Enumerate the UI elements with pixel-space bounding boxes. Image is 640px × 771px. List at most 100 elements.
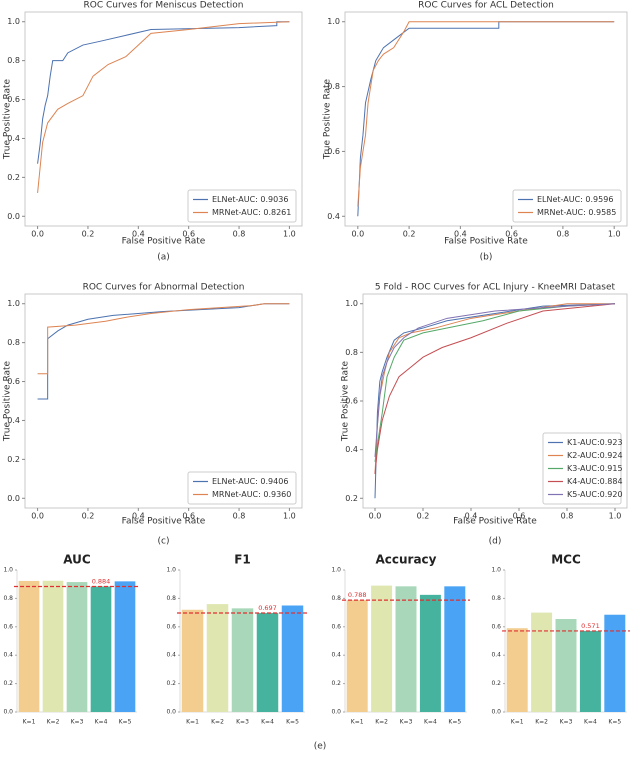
y-tick-label: 0.2 [491,680,501,687]
bar [506,628,528,712]
legend-box [542,432,622,505]
legend-label: ELNet-AUC: 0.9596 [537,195,613,204]
x-tick-label: 0.4 [132,230,145,239]
x-tick-label: 0.2 [403,230,416,239]
chart-title: ROC Curves for Abnormal Detection [83,283,245,293]
y-tick-label: 0.4 [331,652,341,659]
x-tick-label: 0.0 [369,512,382,521]
chart-title: 5 Fold - ROC Curves for ACL Injury - Kne… [375,283,616,293]
x-axis-label: False Positive Rate [453,517,537,527]
y-tick-label: 0.4 [7,416,20,425]
roc-curve [357,21,615,217]
x-tick-label: K=2 [211,719,224,726]
y-tick-label: 0.4 [3,652,13,659]
y-tick-label: 0.6 [7,377,20,386]
x-tick-label: 0.0 [31,512,44,521]
chart-title: ROC Curves for ACL Detection [418,1,554,11]
bar [18,580,40,712]
roc-curve [357,21,615,207]
chart-title: MCC [551,553,581,567]
legend-label: K2-AUC:0.924 [567,451,623,460]
y-tick-label: 1.0 [7,299,20,308]
y-tick-label: 0.6 [166,623,176,630]
y-tick-label: 0.8 [3,595,13,602]
x-tick-label: 0.4 [465,512,478,521]
y-tick-label: 0.4 [491,652,501,659]
reference-label: 0.697 [258,604,277,612]
x-tick-label: K=3 [400,719,413,726]
legend-label: ELNet-AUC: 0.9406 [212,477,288,486]
x-tick-label: 0.0 [31,230,44,239]
x-tick-label: 1.0 [608,230,621,239]
bar [281,605,304,712]
bar [181,609,204,712]
y-tick-label: 0.4 [327,212,340,221]
x-tick-label: 0.4 [132,512,145,521]
y-tick-label: 1.0 [345,299,358,308]
roc-curve [374,303,616,499]
bar [395,586,417,712]
x-tick-label: 0.2 [82,512,95,521]
y-tick-label: 0.2 [345,494,358,503]
legend-label: MRNet-AUC: 0.9585 [537,208,616,217]
y-tick-label: 0.0 [491,709,501,716]
y-tick-label: 0.8 [7,338,20,347]
x-axis-label: False Positive Rate [122,517,206,527]
bar [531,612,553,712]
x-tick-label: K=2 [47,719,60,726]
y-tick-label: 0.0 [3,709,13,716]
y-tick-label: 1.0 [491,567,501,574]
x-tick-label: 0.2 [82,230,95,239]
y-tick-label: 0.2 [166,680,176,687]
x-tick-label: 0.6 [182,512,195,521]
reference-label: 0.571 [581,622,600,630]
bar [371,585,393,712]
y-tick-label: 1.0 [331,567,341,574]
reference-label: 0.884 [92,577,111,585]
y-tick-label: 0.6 [327,147,340,156]
legend-label: MRNet-AUC: 0.8261 [212,208,291,217]
bar [419,594,441,712]
x-tick-label: 1.0 [283,512,296,521]
x-tick-label: 0.2 [417,512,430,521]
chart-title: F1 [234,553,251,567]
roc-curve [374,303,616,475]
x-tick-label: K=3 [71,719,84,726]
legend-box [187,189,297,223]
roc-curve [37,21,290,193]
roc-curve [37,21,290,164]
x-tick-label: K=4 [424,719,437,726]
y-tick-label: 0.4 [166,652,176,659]
x-tick-label: K=1 [511,719,524,726]
legend-label: K4-AUC:0.884 [567,477,623,486]
group-caption: (e) [314,742,327,752]
bar [555,618,577,712]
legend-box [187,471,297,505]
reference-label: 0.788 [348,591,367,599]
caption: (d) [489,537,502,547]
y-tick-label: 0.6 [331,623,341,630]
caption: (b) [480,253,493,263]
plot-frame [344,11,628,227]
y-tick-label: 0.8 [7,56,20,65]
x-tick-label: 1.0 [283,230,296,239]
x-tick-label: K=5 [448,719,461,726]
x-tick-label: 0.6 [513,512,526,521]
roc-curve [37,303,290,375]
x-tick-label: 0.8 [233,230,246,239]
x-tick-label: K=1 [186,719,199,726]
roc-curve [374,303,616,457]
x-axis-label: False Positive Rate [122,237,206,247]
bar [256,613,279,712]
x-tick-label: K=5 [608,719,621,726]
y-tick-label: 0.2 [3,680,13,687]
bar [114,581,136,712]
y-tick-label: 0.4 [7,134,20,143]
bar [604,614,626,712]
bar [42,580,64,712]
roc-curve [374,303,616,462]
legend-label: K5-AUC:0.920 [567,490,623,499]
legend-box [512,189,622,223]
x-tick-label: 0.6 [505,230,518,239]
